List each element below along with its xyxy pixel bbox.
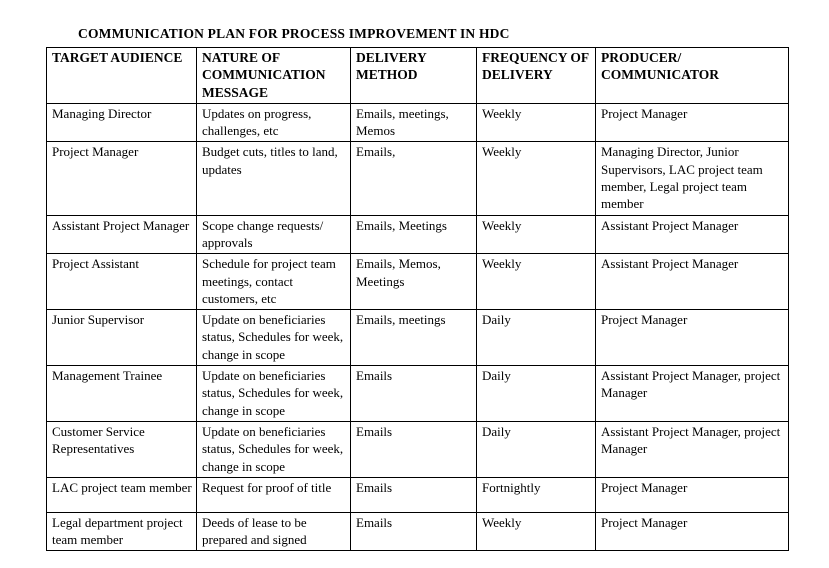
cell-producer: Project Manager	[595, 476, 789, 513]
cell-message: Deeds of lease to be prepared and signed	[196, 511, 351, 552]
cell-message: Scope change requests/ approvals	[196, 214, 351, 255]
cell-delivery-method: Emails, meetings	[350, 309, 477, 367]
cell-message: Update on beneficiaries status, Schedule…	[196, 420, 351, 478]
table-row: Customer Service Representatives Update …	[46, 420, 789, 478]
cell-message: Update on beneficiaries status, Schedule…	[196, 309, 351, 367]
table-row: Junior Supervisor Update on beneficiarie…	[46, 309, 789, 367]
cell-producer: Assistant Project Manager	[595, 253, 789, 311]
cell-target-audience: Assistant Project Manager	[46, 214, 197, 255]
cell-producer: Assistant Project Manager, project Manag…	[595, 420, 789, 478]
cell-delivery-method: Emails, Meetings	[350, 214, 477, 255]
cell-target-audience: Management Trainee	[46, 365, 197, 422]
column-header-delivery-method: DELIVERY METHOD	[350, 47, 477, 104]
column-header-frequency: FREQUENCY OF DELIVERY	[476, 47, 596, 104]
table-row: Legal department project team member Dee…	[46, 511, 789, 552]
column-header-producer: PRODUCER/ COMMUNICATOR	[595, 47, 789, 104]
table-row: Assistant Project Manager Scope change r…	[46, 214, 789, 255]
table-row: Project Manager Budget cuts, titles to l…	[46, 141, 789, 216]
cell-target-audience: Customer Service Representatives	[46, 420, 197, 478]
cell-frequency: Daily	[476, 420, 596, 478]
table-row: LAC project team member Request for proo…	[46, 476, 789, 513]
cell-frequency: Daily	[476, 309, 596, 367]
cell-delivery-method: Emails	[350, 365, 477, 422]
cell-target-audience: Project Assistant	[46, 253, 197, 311]
cell-producer: Project Manager	[595, 511, 789, 552]
cell-frequency: Weekly	[476, 511, 596, 552]
cell-delivery-method: Emails, meetings, Memos	[350, 102, 477, 143]
cell-target-audience: Managing Director	[46, 102, 197, 143]
cell-target-audience: Legal department project team member	[46, 511, 197, 552]
table-row: Management Trainee Update on beneficiari…	[46, 365, 789, 422]
cell-message: Update on beneficiaries status, Schedule…	[196, 365, 351, 422]
cell-frequency: Fortnightly	[476, 476, 596, 513]
cell-message: Request for proof of title	[196, 476, 351, 513]
cell-producer: Project Manager	[595, 102, 789, 143]
table-header-row: TARGET AUDIENCE NATURE OF COMMUNICATION …	[46, 47, 789, 104]
cell-frequency: Weekly	[476, 102, 596, 143]
cell-delivery-method: Emails, Memos, Meetings	[350, 253, 477, 311]
cell-frequency: Weekly	[476, 253, 596, 311]
cell-delivery-method: Emails	[350, 511, 477, 552]
column-header-message: NATURE OF COMMUNICATION MESSAGE	[196, 47, 351, 104]
cell-delivery-method: Emails	[350, 420, 477, 478]
cell-target-audience: LAC project team member	[46, 476, 197, 513]
column-header-target-audience: TARGET AUDIENCE	[46, 47, 197, 104]
cell-delivery-method: Emails,	[350, 141, 477, 216]
cell-frequency: Daily	[476, 365, 596, 422]
cell-target-audience: Project Manager	[46, 141, 197, 216]
cell-frequency: Weekly	[476, 214, 596, 255]
cell-producer: Assistant Project Manager, project Manag…	[595, 365, 789, 422]
cell-message: Schedule for project team meetings, cont…	[196, 253, 351, 311]
cell-producer: Assistant Project Manager	[595, 214, 789, 255]
communication-plan-table: TARGET AUDIENCE NATURE OF COMMUNICATION …	[46, 47, 789, 552]
table-row: Project Assistant Schedule for project t…	[46, 253, 789, 311]
table-row: Managing Director Updates on progress, c…	[46, 102, 789, 143]
document-title: COMMUNICATION PLAN FOR PROCESS IMPROVEME…	[78, 26, 510, 41]
cell-target-audience: Junior Supervisor	[46, 309, 197, 367]
cell-message: Updates on progress, challenges, etc	[196, 102, 351, 143]
cell-frequency: Weekly	[476, 141, 596, 216]
cell-producer: Project Manager	[595, 309, 789, 367]
cell-message: Budget cuts, titles to land, updates	[196, 141, 351, 216]
cell-delivery-method: Emails	[350, 476, 477, 513]
cell-producer: Managing Director, Junior Supervisors, L…	[595, 141, 789, 216]
